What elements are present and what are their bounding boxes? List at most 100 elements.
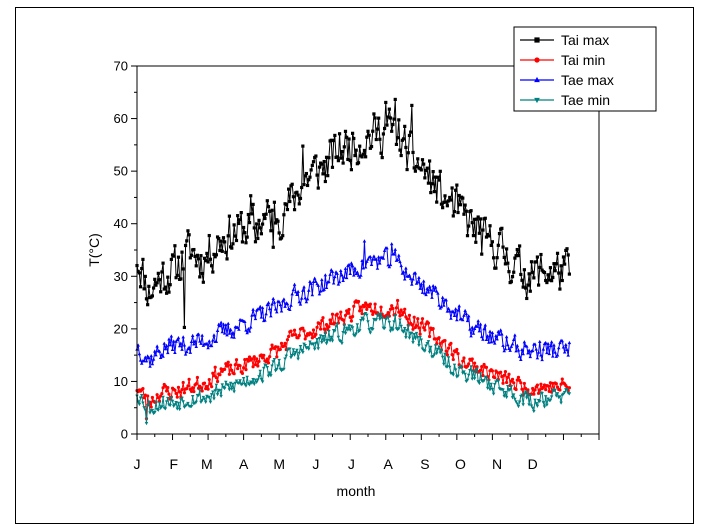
data-point xyxy=(492,382,497,387)
data-point xyxy=(427,350,432,354)
data-point xyxy=(269,374,273,378)
legend-label: Tai min xyxy=(561,52,605,68)
data-point xyxy=(559,401,563,405)
data-point xyxy=(470,357,474,361)
data-point xyxy=(437,336,441,340)
data-point xyxy=(220,249,224,253)
data-point xyxy=(190,333,195,337)
data-point xyxy=(546,273,550,277)
x-tick-label: A xyxy=(239,456,249,472)
data-point xyxy=(155,281,159,285)
data-point xyxy=(173,350,177,354)
data-point xyxy=(502,373,506,377)
data-point xyxy=(558,287,562,291)
data-point xyxy=(188,350,193,354)
data-point xyxy=(564,342,568,347)
legend-item: Tae min xyxy=(520,92,610,108)
data-point xyxy=(369,262,374,267)
data-point xyxy=(165,389,169,393)
data-point xyxy=(285,207,290,212)
data-point xyxy=(189,339,194,343)
data-point xyxy=(322,159,326,164)
data-point xyxy=(266,374,271,378)
data-point xyxy=(567,340,572,345)
data-point xyxy=(372,254,376,258)
data-point xyxy=(340,341,344,346)
data-point xyxy=(439,348,444,352)
data-point xyxy=(430,295,434,299)
data-point xyxy=(371,312,375,317)
data-point xyxy=(521,352,525,356)
data-point xyxy=(390,129,394,133)
data-point xyxy=(411,150,415,155)
data-point xyxy=(160,405,164,409)
data-point xyxy=(220,383,225,387)
data-point xyxy=(241,377,246,381)
data-point xyxy=(553,350,557,354)
data-point xyxy=(391,122,395,127)
data-point xyxy=(487,234,491,238)
data-point xyxy=(421,279,426,283)
data-point xyxy=(209,393,214,397)
data-point xyxy=(192,247,196,252)
data-point xyxy=(227,214,231,218)
data-point xyxy=(215,379,220,384)
data-point xyxy=(566,253,570,257)
data-point xyxy=(341,318,345,322)
data-point xyxy=(366,129,370,133)
data-point xyxy=(405,329,409,333)
data-point xyxy=(425,166,429,170)
data-point xyxy=(163,347,168,351)
data-point xyxy=(355,270,360,274)
data-point xyxy=(339,310,343,314)
data-point xyxy=(322,287,326,291)
data-point xyxy=(399,263,403,268)
legend-item: Tai max xyxy=(520,32,609,48)
data-point xyxy=(265,199,269,203)
data-point xyxy=(237,327,241,331)
data-point xyxy=(240,371,245,375)
data-point xyxy=(268,355,272,359)
data-point xyxy=(238,364,242,368)
data-point xyxy=(401,270,406,274)
x-tick-label: J xyxy=(134,456,141,472)
data-point xyxy=(292,208,297,212)
data-point xyxy=(302,183,306,187)
data-point xyxy=(308,279,312,283)
data-point xyxy=(324,285,329,289)
data-point xyxy=(362,305,367,309)
data-point xyxy=(228,327,233,331)
data-point xyxy=(138,396,143,400)
data-point xyxy=(237,221,241,226)
y-tick-label: 50 xyxy=(114,164,128,179)
data-point xyxy=(531,386,535,391)
data-point xyxy=(235,325,240,329)
data-point xyxy=(545,403,549,407)
data-point xyxy=(429,288,433,292)
data-point xyxy=(167,337,171,341)
data-point xyxy=(407,336,412,340)
data-point xyxy=(437,345,441,349)
data-point xyxy=(456,374,460,378)
data-point xyxy=(361,318,366,322)
data-point xyxy=(462,356,466,360)
data-point xyxy=(298,302,303,306)
data-point xyxy=(247,355,252,359)
series-line xyxy=(136,99,570,328)
data-point xyxy=(232,390,236,394)
data-point xyxy=(182,343,187,347)
x-tick-label: F xyxy=(169,456,178,472)
data-point xyxy=(534,347,538,351)
data-point xyxy=(161,395,165,399)
data-point xyxy=(327,325,331,329)
data-point xyxy=(397,327,401,331)
data-point xyxy=(183,352,188,356)
data-point xyxy=(320,318,324,323)
data-point xyxy=(428,334,432,339)
data-point xyxy=(359,305,363,309)
data-point xyxy=(342,275,347,279)
data-point xyxy=(244,384,248,388)
data-point xyxy=(352,136,356,141)
data-point xyxy=(427,284,432,288)
data-point xyxy=(147,284,151,288)
